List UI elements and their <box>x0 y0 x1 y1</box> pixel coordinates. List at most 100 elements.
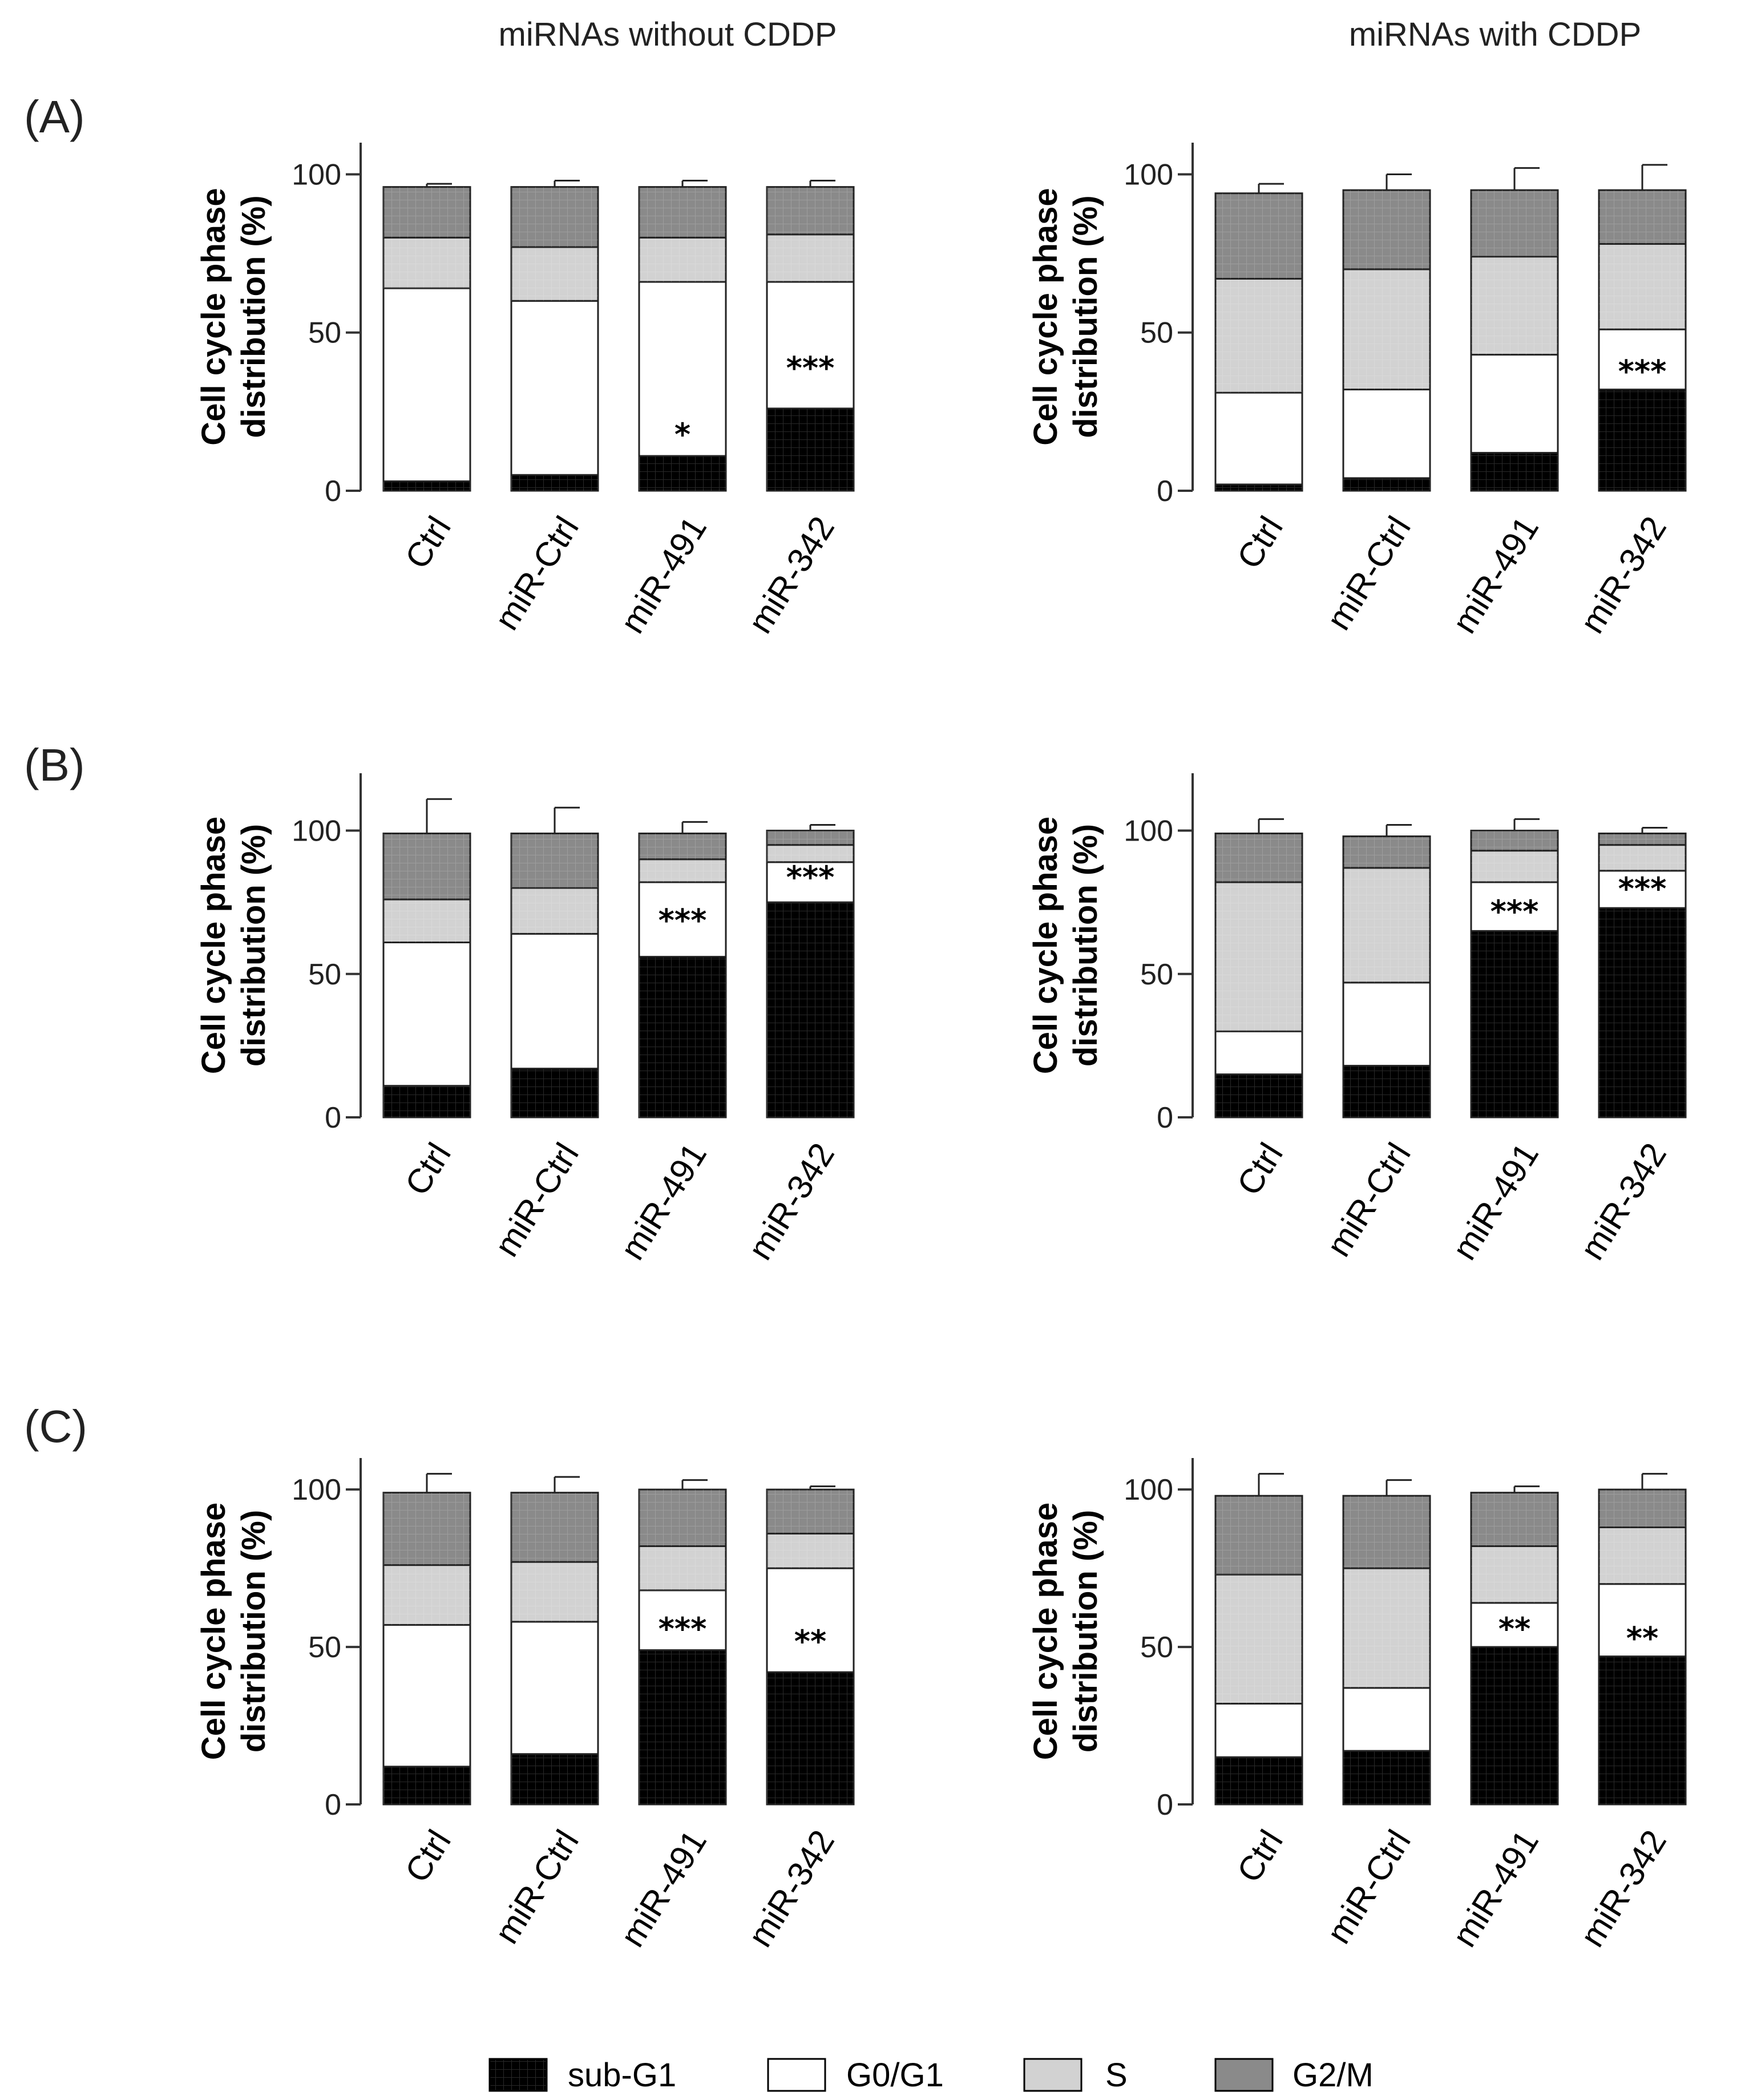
bar-mir-ctrl <box>510 180 599 492</box>
bar-mir-342 <box>766 180 855 492</box>
bar-mir-491 <box>1470 1485 1559 1806</box>
category-label-mir-ctrl: miR-Ctrl <box>487 1823 586 1950</box>
bar-segment-texture <box>639 859 726 882</box>
bar-segment-texture <box>639 1489 726 1546</box>
bar-segment-texture <box>511 1754 598 1804</box>
bar-mir-342 <box>1598 826 1687 1118</box>
bar-segment-texture <box>383 237 470 289</box>
bar-segment-texture <box>383 1766 470 1804</box>
bar-segment-texture <box>383 481 470 491</box>
chart-b-with-cddp: 0 50 100 Cell cycle phasedistribution (%) Ct… <box>1027 773 1687 1266</box>
significance-marker: *** <box>786 859 835 895</box>
bar-segment-g0-g1 <box>1598 870 1687 909</box>
bar-mir-491 <box>638 180 727 492</box>
significance-marker: *** <box>659 902 707 938</box>
chart-c-with-cddp: 0 50 100 Cell cycle phasedistribution (%) Ct… <box>1027 1458 1687 1953</box>
legend-label-s: S <box>1105 2057 1128 2094</box>
category-label-ctrl: Ctrl <box>1230 1136 1290 1202</box>
bar-mir-491 <box>638 821 727 1118</box>
significance-marker: *** <box>786 350 835 386</box>
bar-segment-texture <box>1599 1527 1686 1584</box>
y-tick-label: 50 <box>1140 1631 1173 1664</box>
bar-segment-texture <box>767 1672 854 1804</box>
significance-marker: *** <box>1618 871 1667 907</box>
category-label-mir-342: miR-342 <box>1573 1136 1674 1266</box>
bar-segment-texture <box>1471 1492 1558 1546</box>
bar-segment-g0-g1 <box>638 1589 727 1651</box>
bar-segment-texture <box>1215 833 1302 882</box>
chart-a-with-cddp: 0 50 100 Cell cycle phasedistribution (%) Ct… <box>1027 143 1687 640</box>
bar-mir-491 <box>1470 818 1559 1118</box>
bar-segment-texture <box>1599 244 1686 330</box>
bar-mir-342 <box>1598 1473 1687 1806</box>
bar-segment-texture <box>767 234 854 282</box>
category-label-ctrl: Ctrl <box>1230 510 1290 575</box>
bar-segment-g0-g1 <box>382 287 471 482</box>
category-label-mir-342: miR-342 <box>741 1823 842 1953</box>
significance-marker: ** <box>794 1624 826 1659</box>
bar-segment-texture <box>383 1565 470 1625</box>
y-axis-title: Cell cycle phasedistribution (%) <box>1027 817 1104 1074</box>
bar-segment-g0-g1 <box>1598 1583 1687 1658</box>
bar-segment-texture <box>639 237 726 282</box>
bar-segment-texture <box>1215 1574 1302 1704</box>
bar-segment-g0-g1 <box>1214 1702 1303 1758</box>
bar-mir-ctrl <box>1342 173 1431 492</box>
significance-marker: *** <box>1491 894 1539 930</box>
bar-segment-g0-g1 <box>1598 328 1687 391</box>
y-tick-label: 0 <box>1157 1101 1173 1134</box>
bar-ctrl <box>1214 818 1303 1118</box>
legend-item-g0g1: G0/G1 <box>767 2057 944 2094</box>
bar-segment-texture <box>639 1650 726 1804</box>
y-tick-label: 50 <box>308 317 341 350</box>
bar-segment-texture <box>767 845 854 862</box>
legend-item-g2m: G2/M <box>1214 2057 1374 2094</box>
bar-segment-texture <box>1343 836 1430 868</box>
bar-segment-texture <box>1471 830 1558 851</box>
bar-segment-texture <box>639 1546 726 1590</box>
category-label-mir-342: miR-342 <box>1573 1823 1674 1953</box>
y-tick-label: 0 <box>1157 475 1173 508</box>
legend-label-sub-g1: sub-G1 <box>568 2057 676 2094</box>
bar-segment-texture <box>1599 908 1686 1117</box>
panel-label-a: (A) <box>24 91 85 142</box>
bar-segment-texture <box>767 187 854 235</box>
bar-segment-texture <box>383 1085 470 1117</box>
y-tick-label: 100 <box>292 815 341 848</box>
bar-segment-texture <box>383 833 470 900</box>
bar-ctrl <box>382 798 471 1118</box>
y-axis-title: Cell cycle phasedistribution (%) <box>1027 188 1104 445</box>
bar-segment-texture <box>639 456 726 491</box>
legend-item-sub-g1: sub-G1 <box>488 2057 676 2094</box>
category-label-mir-ctrl: miR-Ctrl <box>1319 510 1418 636</box>
bar-segment-texture <box>1599 1489 1686 1528</box>
bar-segment-texture <box>1599 833 1686 845</box>
category-label-mir-342: miR-342 <box>741 1136 842 1266</box>
bar-segment-texture <box>1343 1065 1430 1117</box>
y-tick-label: 0 <box>325 475 341 508</box>
bar-segment-g0-g1 <box>638 881 727 958</box>
column-title-with-cddp: miRNAs with CDDP <box>1349 16 1641 53</box>
bar-segment-g0-g1 <box>638 281 727 457</box>
bar-segment-texture <box>1471 931 1558 1117</box>
bar-segment-texture <box>1215 278 1302 393</box>
y-axis-title: Cell cycle phasedistribution (%) <box>195 817 272 1074</box>
y-tick-label: 100 <box>292 1473 341 1507</box>
bar-segment-texture <box>1343 190 1430 269</box>
bar-segment-texture <box>1343 478 1430 491</box>
legend-swatch-g0g1 <box>767 2058 826 2092</box>
y-tick-label: 50 <box>1140 958 1173 991</box>
category-label-mir-ctrl: miR-Ctrl <box>487 510 586 636</box>
category-label-ctrl: Ctrl <box>1230 1823 1290 1889</box>
y-axis-title: Cell cycle phasedistribution (%) <box>195 188 272 445</box>
legend-swatch-sub-g1 <box>488 2058 548 2092</box>
bar-mir-ctrl <box>1342 823 1431 1118</box>
legend-swatch-g2m <box>1214 2058 1274 2092</box>
bar-segment-g0-g1 <box>510 300 599 476</box>
bar-segment-g0-g1 <box>1342 1687 1431 1752</box>
y-tick-label: 0 <box>325 1101 341 1134</box>
significance-marker: * <box>674 417 690 453</box>
bar-ctrl <box>382 183 471 492</box>
bar-mir-342 <box>766 823 855 1118</box>
bar-segment-texture <box>1215 1074 1302 1117</box>
